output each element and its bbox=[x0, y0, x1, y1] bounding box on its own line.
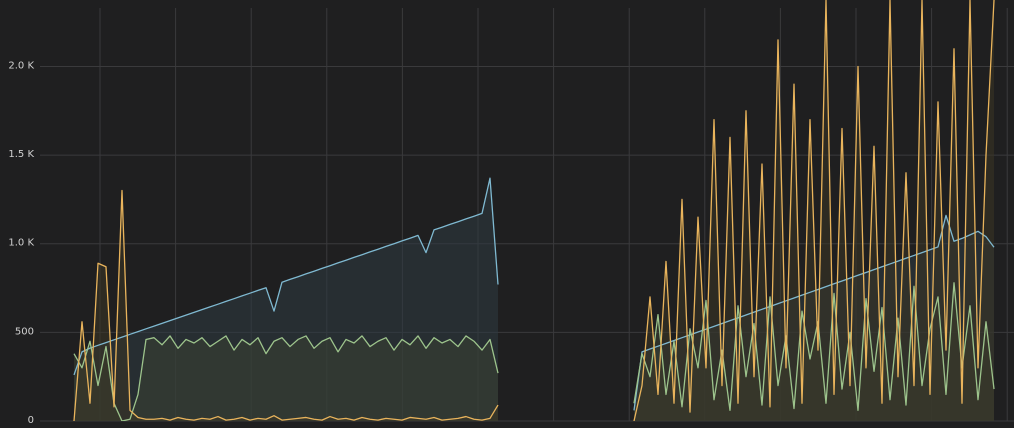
y-tick-label: 500 bbox=[15, 326, 34, 337]
lines bbox=[73, 0, 995, 421]
y-axis: 0 500 1.0 K 1.5 K 2.0 K bbox=[8, 60, 34, 426]
y-tick-label: 1.0 K bbox=[8, 238, 34, 249]
y-tick-label: 1.5 K bbox=[8, 149, 34, 160]
series-line bbox=[633, 282, 995, 412]
y-tick-label: 2.0 K bbox=[8, 60, 34, 71]
series-line bbox=[633, 0, 995, 421]
area bbox=[74, 335, 498, 421]
area bbox=[634, 0, 994, 421]
area bbox=[74, 190, 498, 421]
series-line bbox=[73, 189, 499, 421]
series-line bbox=[73, 335, 499, 421]
series-line bbox=[73, 177, 499, 376]
y-tick-label: 0 bbox=[28, 415, 34, 426]
